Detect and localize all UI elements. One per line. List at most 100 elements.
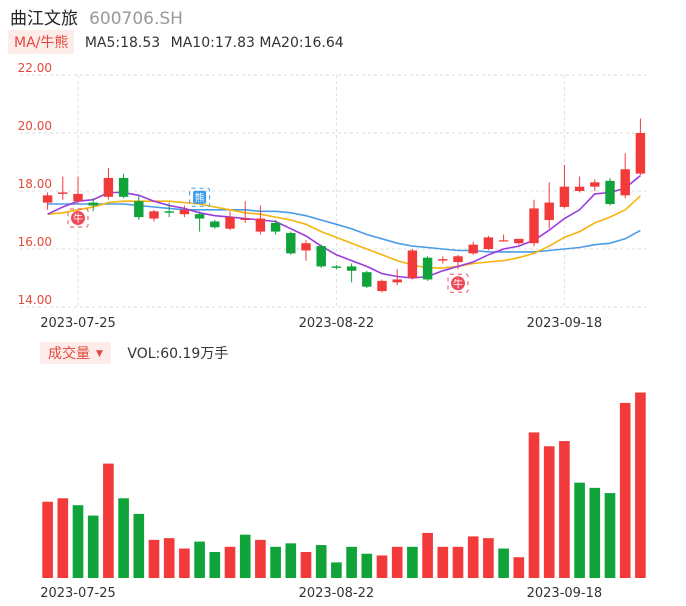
volume-bar — [513, 557, 525, 578]
badge-disc — [71, 211, 85, 226]
candle — [118, 173, 129, 199]
ma5-value: MA5:18.53 — [84, 35, 161, 51]
candle-body — [438, 259, 448, 261]
date-tick-label: 2023-07-25 — [40, 586, 116, 601]
candle-body — [635, 133, 646, 174]
volume-bars — [42, 392, 646, 578]
volume-bar — [209, 552, 221, 578]
candle-body — [210, 221, 220, 228]
candle-body — [377, 280, 387, 292]
candle — [58, 176, 68, 200]
dropdown-triangle-icon: ▼ — [96, 349, 103, 359]
volume-bar — [498, 548, 509, 578]
volume-bar — [361, 553, 373, 578]
volume-bar — [224, 546, 236, 578]
date-tick-label: 2023-09-18 — [527, 316, 603, 331]
badge-frame — [189, 187, 211, 207]
volume-bar — [467, 536, 479, 578]
price-grid — [20, 74, 648, 308]
price-date-axis: 2023-07-25 2023-08-22 2023-09-18 — [40, 316, 602, 331]
price-axis-labels: 22.00 20.00 18.00 16.00 14.00 — [18, 61, 52, 307]
candle-body — [407, 250, 418, 278]
volume-bar — [437, 546, 449, 578]
candle — [544, 182, 554, 229]
volume-indicator-selector[interactable]: 成交量 ▼ — [40, 342, 111, 364]
candle-body — [331, 266, 342, 268]
date-tick-label: 2023-07-25 — [40, 316, 116, 331]
candle-body — [42, 195, 53, 203]
candle — [574, 176, 585, 193]
volume-legend: 成交量 ▼ VOL:60.19万手 — [40, 342, 228, 364]
bear-badge-icon: 熊 — [189, 187, 211, 207]
candle-body — [286, 233, 296, 254]
candle-body — [483, 237, 494, 249]
ma20-value: MA20:16.64 — [259, 35, 344, 51]
candle — [255, 205, 266, 235]
bull-badge-icon: 牛 — [67, 208, 89, 228]
candle — [164, 202, 174, 218]
candle-body — [453, 256, 463, 263]
volume-bar — [422, 532, 433, 578]
badge-disc — [193, 190, 207, 204]
badge-label: 熊 — [195, 191, 205, 204]
stock-header: 曲江文旅 600706.SH — [10, 4, 183, 30]
volume-bar — [589, 487, 601, 578]
candle-body — [58, 192, 68, 194]
candle — [301, 240, 311, 261]
ma10-line — [47, 195, 641, 269]
bull-bear-badges: 牛 熊牛 — [67, 187, 469, 293]
candle — [422, 256, 433, 281]
candle — [407, 249, 418, 280]
candle — [453, 254, 463, 270]
ma-legend: MA/牛熊 MA5:18.53 MA10:17.83 MA20:16.64 — [8, 30, 344, 54]
volume-bar — [315, 545, 327, 578]
candle — [590, 179, 600, 191]
candle — [179, 205, 190, 218]
volume-bar — [179, 548, 190, 578]
volume-bar — [42, 501, 53, 578]
volume-bar — [103, 463, 114, 578]
volume-bar — [452, 546, 464, 578]
candle-body — [316, 246, 326, 267]
candle-body — [422, 257, 433, 280]
candle — [498, 234, 509, 242]
price-tick-label: 20.00 — [18, 119, 52, 133]
candle — [210, 220, 220, 229]
candle — [331, 264, 342, 270]
candle-body — [134, 201, 144, 218]
price-tick-label: 14.00 — [18, 293, 52, 307]
badge-label: 牛 — [453, 277, 463, 290]
candle — [149, 209, 159, 222]
candle — [240, 201, 250, 223]
candle — [73, 176, 83, 205]
candle — [42, 192, 53, 210]
candle — [362, 270, 372, 289]
price-tick-label: 18.00 — [18, 177, 52, 191]
candle-body — [574, 186, 585, 191]
candle-body — [103, 177, 114, 197]
volume-bar — [148, 539, 160, 578]
candle-body — [118, 177, 129, 197]
candle-body — [225, 217, 235, 229]
volume-bar — [87, 515, 99, 578]
candle-body — [149, 211, 159, 219]
candle — [529, 199, 539, 247]
volume-bar — [72, 505, 84, 578]
candle — [270, 220, 281, 235]
candle-body — [240, 218, 250, 220]
candle — [605, 177, 615, 206]
badge-frame — [447, 273, 469, 293]
ma20-line — [47, 203, 641, 253]
volume-bar — [239, 534, 251, 578]
candle — [468, 241, 478, 255]
candle-body — [590, 182, 600, 187]
bull-badge-icon: 牛 — [447, 273, 469, 293]
candle — [134, 195, 144, 220]
candle-body — [88, 202, 98, 206]
volume-bar — [407, 546, 418, 578]
ma-indicator-selector[interactable]: MA/牛熊 — [8, 30, 75, 54]
candle — [194, 211, 205, 232]
volume-bar — [483, 538, 494, 578]
candle-body — [605, 180, 615, 205]
